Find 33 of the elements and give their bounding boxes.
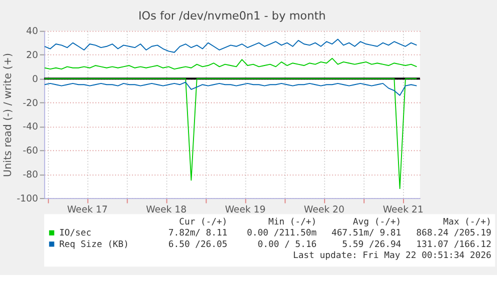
y-tick-label: -60 xyxy=(22,146,38,157)
y-tick-label: -100 xyxy=(16,193,38,204)
legend-label: Req Size (KB) xyxy=(59,240,129,250)
text: 131.07 /166.12 xyxy=(416,240,492,250)
x-tick-label: Week 20 xyxy=(304,204,345,216)
text: Min (-/+) xyxy=(268,217,317,228)
y-tick-label: 40 xyxy=(26,26,38,38)
text: Cur (-/+) xyxy=(179,217,228,228)
y-tick-label: -80 xyxy=(22,169,38,180)
line-series xyxy=(44,82,418,96)
x-tick-label: Week 19 xyxy=(224,204,266,216)
y-axis-title: Units read (-) / write (+) xyxy=(2,52,14,177)
text: 6.50 /26.05 xyxy=(168,240,228,250)
text: Max (-/+) xyxy=(443,217,492,228)
text: 0.00 /211.50m xyxy=(246,228,317,239)
text: 7.82m/ 8.11 xyxy=(168,228,228,239)
text: 467.51m/ 9.81 xyxy=(331,228,402,239)
text: 0.00 / 5.16 xyxy=(258,240,317,250)
chart-title: IOs for /dev/nvme0n1 - by month xyxy=(138,10,326,23)
text: 868.24 /205.19 xyxy=(416,228,492,239)
x-tick-label: Week 17 xyxy=(67,204,108,216)
x-tick-label: Week 21 xyxy=(382,204,424,216)
line-series xyxy=(44,38,418,53)
text: Avg (-/+) xyxy=(352,217,402,228)
line-series xyxy=(44,58,418,70)
y-tick-label: -20 xyxy=(22,98,38,109)
text: 5.59 /26.94 xyxy=(342,240,402,250)
text: Last update: Fri May 22 00:51:34 2026 xyxy=(292,251,492,262)
y-tick-label: 0 xyxy=(32,74,38,85)
y-tick-label: 20 xyxy=(26,50,38,62)
x-tick-label: Week 18 xyxy=(146,204,187,216)
legend-label: IO/sec xyxy=(59,228,92,239)
y-tick-label: -40 xyxy=(22,122,38,133)
